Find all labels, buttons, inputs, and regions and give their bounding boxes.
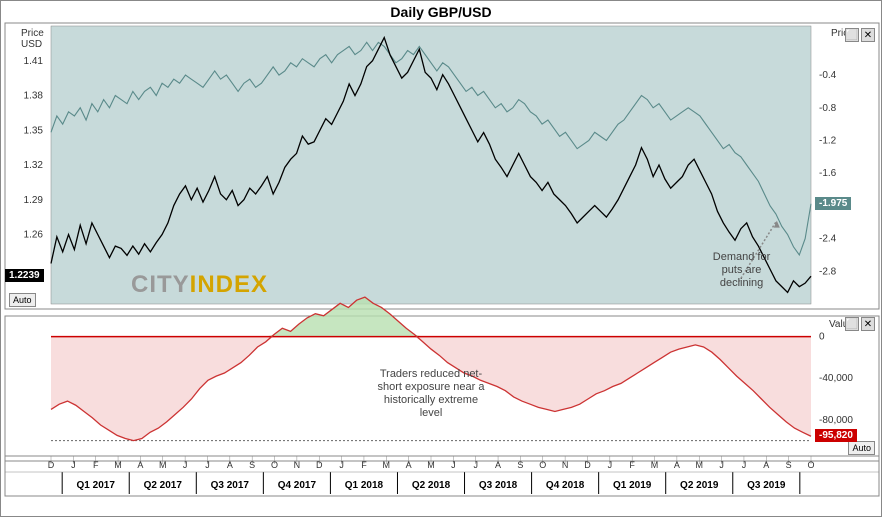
svg-text:M: M xyxy=(383,460,391,470)
svg-text:-1.6: -1.6 xyxy=(819,168,837,179)
annotation-net-short: Traders reduced net-short exposure near … xyxy=(361,368,501,421)
value-tag-bottom: -95,820 xyxy=(815,429,857,442)
svg-text:J: J xyxy=(339,460,344,470)
logo-part2: INDEX xyxy=(190,271,268,298)
bottom-panel-controls: ⬜ ✕ xyxy=(845,317,875,331)
svg-text:Q2 2017: Q2 2017 xyxy=(144,480,183,491)
svg-text:Q1 2017: Q1 2017 xyxy=(77,480,116,491)
svg-text:Q4 2018: Q4 2018 xyxy=(546,480,585,491)
svg-text:O: O xyxy=(807,460,814,470)
svg-text:1.32: 1.32 xyxy=(24,160,44,171)
close-icon[interactable]: ✕ xyxy=(861,317,875,331)
svg-text:Q3 2017: Q3 2017 xyxy=(211,480,250,491)
top-panel-controls: ⬜ ✕ xyxy=(845,28,875,42)
close-icon[interactable]: ✕ xyxy=(861,28,875,42)
svg-text:Q3 2018: Q3 2018 xyxy=(479,480,518,491)
svg-text:-0.8: -0.8 xyxy=(819,103,837,114)
svg-text:J: J xyxy=(71,460,76,470)
svg-text:-80,000: -80,000 xyxy=(819,415,853,426)
svg-text:A: A xyxy=(406,460,412,470)
maximize-icon[interactable]: ⬜ xyxy=(845,317,859,331)
svg-text:-2.4: -2.4 xyxy=(819,234,837,245)
svg-text:O: O xyxy=(271,460,278,470)
svg-text:Q3 2019: Q3 2019 xyxy=(747,480,786,491)
auto-button-bottom-right[interactable]: Auto xyxy=(848,441,875,455)
auto-button-top-left[interactable]: Auto xyxy=(9,293,36,307)
svg-text:0: 0 xyxy=(819,332,825,343)
svg-text:M: M xyxy=(651,460,659,470)
svg-text:Q4 2017: Q4 2017 xyxy=(278,480,317,491)
svg-text:A: A xyxy=(674,460,680,470)
svg-text:-2.8: -2.8 xyxy=(819,266,837,277)
svg-text:1.35: 1.35 xyxy=(24,125,44,136)
maximize-icon[interactable]: ⬜ xyxy=(845,28,859,42)
svg-text:J: J xyxy=(451,460,456,470)
price-tag-right: -1.975 xyxy=(815,197,851,210)
svg-text:A: A xyxy=(763,460,769,470)
svg-text:1.41: 1.41 xyxy=(24,56,44,67)
price-tag-left: 1.2239 xyxy=(5,269,44,282)
svg-text:USD: USD xyxy=(21,39,42,50)
svg-text:M: M xyxy=(114,460,122,470)
svg-text:J: J xyxy=(742,460,747,470)
svg-text:D: D xyxy=(48,460,55,470)
svg-text:J: J xyxy=(473,460,478,470)
svg-text:A: A xyxy=(227,460,233,470)
svg-text:J: J xyxy=(205,460,210,470)
svg-text:Q1 2019: Q1 2019 xyxy=(613,480,652,491)
svg-text:M: M xyxy=(159,460,167,470)
logo-part1: CITY xyxy=(131,271,190,298)
svg-text:J: J xyxy=(183,460,188,470)
svg-text:S: S xyxy=(786,460,792,470)
svg-text:D: D xyxy=(316,460,323,470)
svg-text:A: A xyxy=(137,460,143,470)
svg-text:D: D xyxy=(584,460,591,470)
svg-text:Q2 2019: Q2 2019 xyxy=(680,480,719,491)
cityindex-logo: CITYINDEX xyxy=(131,271,268,299)
svg-text:-0.4: -0.4 xyxy=(819,70,837,81)
svg-text:A: A xyxy=(495,460,501,470)
svg-text:F: F xyxy=(361,460,367,470)
svg-text:Q1 2018: Q1 2018 xyxy=(345,480,384,491)
svg-text:M: M xyxy=(695,460,703,470)
svg-text:J: J xyxy=(719,460,724,470)
svg-text:F: F xyxy=(629,460,635,470)
svg-text:Q2 2018: Q2 2018 xyxy=(412,480,451,491)
svg-text:-40,000: -40,000 xyxy=(819,373,853,384)
svg-text:S: S xyxy=(249,460,255,470)
annotation-puts-declining: Demand forputs aredeclining xyxy=(713,251,770,291)
svg-text:S: S xyxy=(517,460,523,470)
svg-text:1.26: 1.26 xyxy=(24,230,44,241)
svg-text:1.29: 1.29 xyxy=(24,195,44,206)
svg-text:M: M xyxy=(427,460,435,470)
svg-text:N: N xyxy=(294,460,301,470)
svg-text:J: J xyxy=(608,460,613,470)
svg-text:1.38: 1.38 xyxy=(24,91,44,102)
svg-text:F: F xyxy=(93,460,99,470)
svg-text:N: N xyxy=(562,460,569,470)
svg-text:O: O xyxy=(539,460,546,470)
svg-text:-1.2: -1.2 xyxy=(819,135,837,146)
svg-text:Price: Price xyxy=(21,28,44,39)
